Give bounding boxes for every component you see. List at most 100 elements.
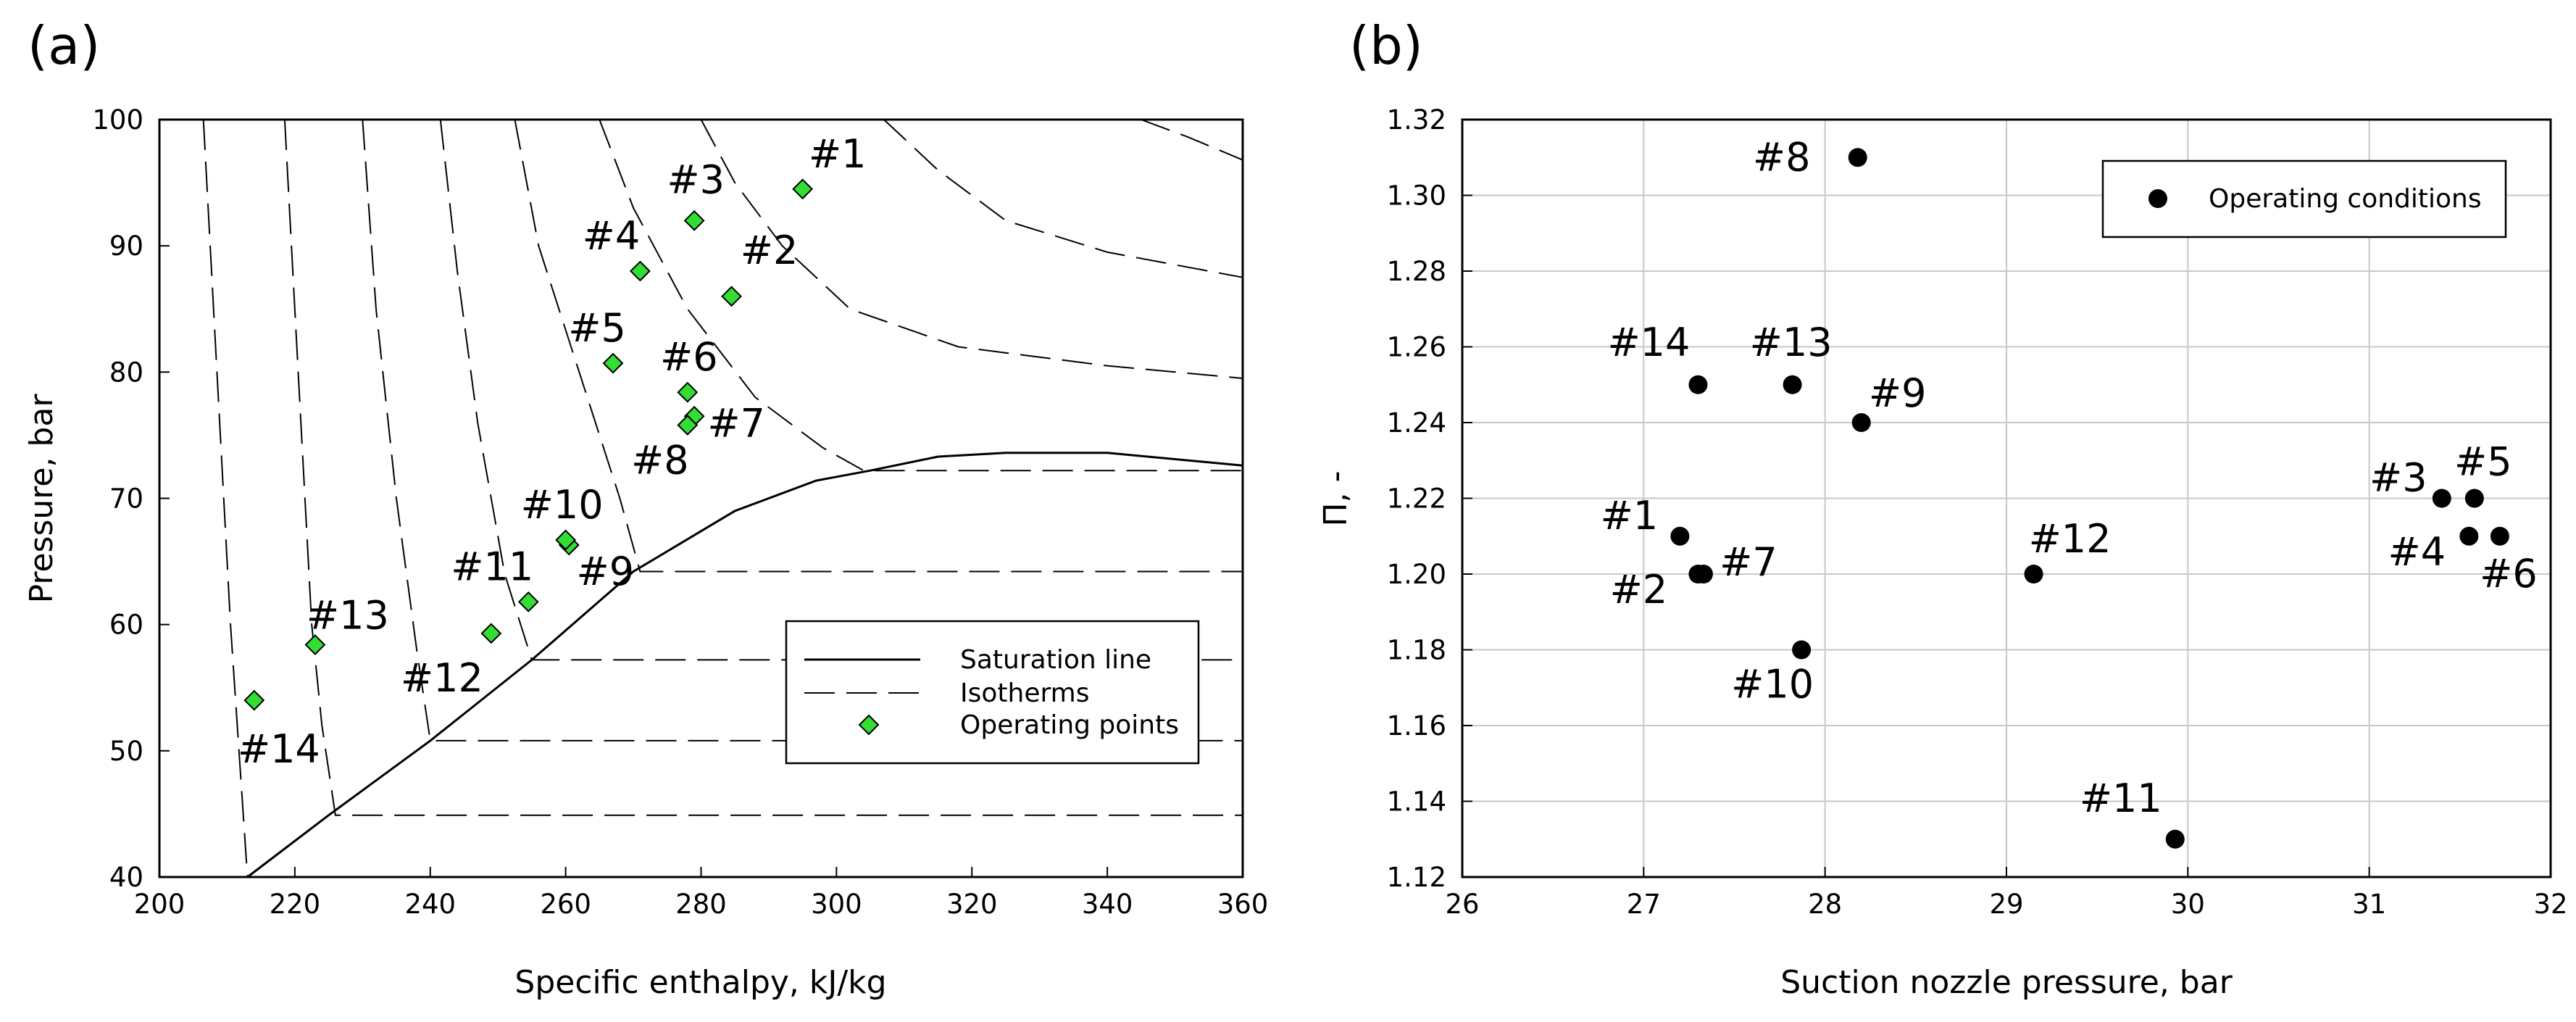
panel-a-letter: (a) <box>28 15 100 76</box>
x-tick-label: 27 <box>1627 889 1661 920</box>
operating-point-label: #12 <box>401 655 483 701</box>
x-tick-label: 320 <box>946 889 998 920</box>
operating-point-label: #8 <box>631 437 689 483</box>
operating-point-marker <box>480 623 502 644</box>
operating-point-marker <box>792 178 814 200</box>
x-tick-label: 280 <box>675 889 727 920</box>
x-tick-label: 28 <box>1808 889 1842 920</box>
x-tick-label: 32 <box>2533 889 2567 920</box>
operating-point-label: #14 <box>238 726 320 772</box>
x-tick-label: 260 <box>540 889 591 920</box>
operating-condition-label: #14 <box>1607 320 1690 365</box>
operating-point-label: #6 <box>660 334 718 380</box>
operating-point-marker <box>629 260 651 282</box>
isotherm-line <box>599 119 1243 472</box>
operating-point-label: #11 <box>451 544 533 589</box>
y-tick-label: 1.30 <box>1387 180 1446 212</box>
operating-point-marker <box>304 634 326 655</box>
operating-condition-label: #6 <box>2480 551 2538 597</box>
operating-point-label: #9 <box>576 549 634 594</box>
operating-condition-marker <box>1848 148 1867 167</box>
x-tick-label: 200 <box>134 889 186 920</box>
operating-condition-marker <box>1783 375 1802 394</box>
y-tick-label: 100 <box>92 104 143 136</box>
operating-condition-marker <box>2490 526 2509 546</box>
operating-condition-marker <box>1693 565 1713 583</box>
x-tick-label: 300 <box>811 889 862 920</box>
x-tick-label: 29 <box>1989 889 2023 920</box>
operating-point-label: #7 <box>707 400 765 446</box>
legend-isotherms-label: Isotherms <box>960 678 1089 708</box>
y-tick-label: 1.24 <box>1387 407 1446 439</box>
panel-a-legend: Saturation line Isotherms Operating poin… <box>785 620 1200 765</box>
legend-operating-conditions-marker <box>2148 189 2167 208</box>
operating-point-marker <box>555 529 577 551</box>
y-tick-label: 1.28 <box>1387 256 1446 287</box>
operating-condition-label: #13 <box>1750 320 1833 365</box>
operating-condition-marker <box>1670 526 1690 546</box>
operating-point-label: #3 <box>667 157 725 202</box>
y-tick-label: 1.32 <box>1387 104 1446 136</box>
isotherm-line <box>514 119 1243 573</box>
y-tick-label: 1.22 <box>1387 483 1446 515</box>
legend-operating-points-label: Operating points <box>960 710 1179 740</box>
panel-b-x-ticks: 26 27 28 29 30 31 32 <box>1445 867 2568 920</box>
legend-operating-conditions-label: Operating conditions <box>2209 184 2482 214</box>
panel-b-x-axis-label: Suction nozzle pressure, bar <box>1780 964 2233 1001</box>
operating-condition-label: #11 <box>2080 776 2162 821</box>
y-tick-label: 60 <box>109 610 143 641</box>
operating-condition-label: #12 <box>2029 516 2112 562</box>
panel-b-legend-box <box>2101 159 2507 238</box>
x-tick-label: 220 <box>270 889 321 920</box>
operating-condition-marker <box>1688 375 1708 394</box>
panel-a-curves <box>202 119 1243 878</box>
isotherm-line <box>700 119 1243 379</box>
operating-condition-label: #3 <box>2369 455 2427 501</box>
y-tick-label: 90 <box>109 230 143 262</box>
panel-b-chart: (b) #1 #2 #3 #4#5 #6 #7 #8 #9 #10 #11 #12 #13 #14 26… <box>1317 15 2568 1001</box>
legend-saturation-line-label: Saturation line <box>960 645 1151 675</box>
panel-b-y-ticks: 1.12 1.14 1.16 1.18 1.20 1.22 1.24 1.26 1.28 1.30… <box>1387 104 1472 893</box>
x-tick-label: 360 <box>1217 889 1269 920</box>
x-tick-label: 240 <box>404 889 456 920</box>
y-tick-label: 50 <box>109 736 143 767</box>
y-tick-label: 1.26 <box>1387 332 1446 363</box>
panel-a-y-ticks: 40 50 60 70 80 90 100 <box>92 104 170 893</box>
operating-point-label: #5 <box>568 305 626 351</box>
y-tick-label: 80 <box>109 357 143 388</box>
operating-condition-marker <box>2459 526 2479 546</box>
isotherm-line <box>283 119 1243 816</box>
x-tick-label: 31 <box>2352 889 2386 920</box>
operating-point-marker <box>517 591 539 612</box>
panel-b-letter: (b) <box>1349 15 1423 76</box>
legend-operating-points-marker <box>858 714 880 736</box>
panel-a-x-ticks: 200 220 240 260 280 300 320 340 360 <box>134 867 1269 920</box>
operating-condition-label: #4 <box>2388 529 2446 575</box>
operating-point-label: #13 <box>307 593 389 639</box>
operating-point-label: #2 <box>741 228 799 273</box>
operating-condition-label: #10 <box>1731 662 1814 707</box>
operating-condition-marker <box>2464 489 2484 508</box>
operating-condition-marker <box>2432 489 2451 508</box>
isotherm-line <box>362 119 1243 741</box>
panel-a-y-axis-label: Pressure, bar <box>23 394 60 604</box>
operating-condition-label: #9 <box>1869 370 1927 416</box>
isotherm-line <box>202 119 249 878</box>
operating-point-marker <box>677 381 699 403</box>
operating-condition-label: #2 <box>1610 567 1668 612</box>
operating-point-marker <box>602 352 624 374</box>
panel-a-chart: (a) #1 #2 #3 #4 #5 #6 #7 #8 #9 #10 #11 #12 #13 #14 20… <box>23 15 1268 1001</box>
isotherm-line <box>439 119 1243 661</box>
operating-point-marker <box>677 415 699 436</box>
operating-condition-marker <box>1851 413 1871 432</box>
isotherm-line <box>883 119 1243 278</box>
operating-condition-marker <box>2024 565 2043 583</box>
panel-a-x-axis-label: Specific enthalpy, kJ/kg <box>514 964 886 1001</box>
x-tick-label: 340 <box>1082 889 1133 920</box>
operating-point-marker <box>243 689 265 711</box>
panel-b-legend: Operating conditions <box>2101 159 2507 238</box>
operating-condition-marker <box>2165 829 2185 849</box>
operating-condition-label: #1 <box>1601 493 1659 539</box>
operating-point-label: #1 <box>809 131 867 177</box>
